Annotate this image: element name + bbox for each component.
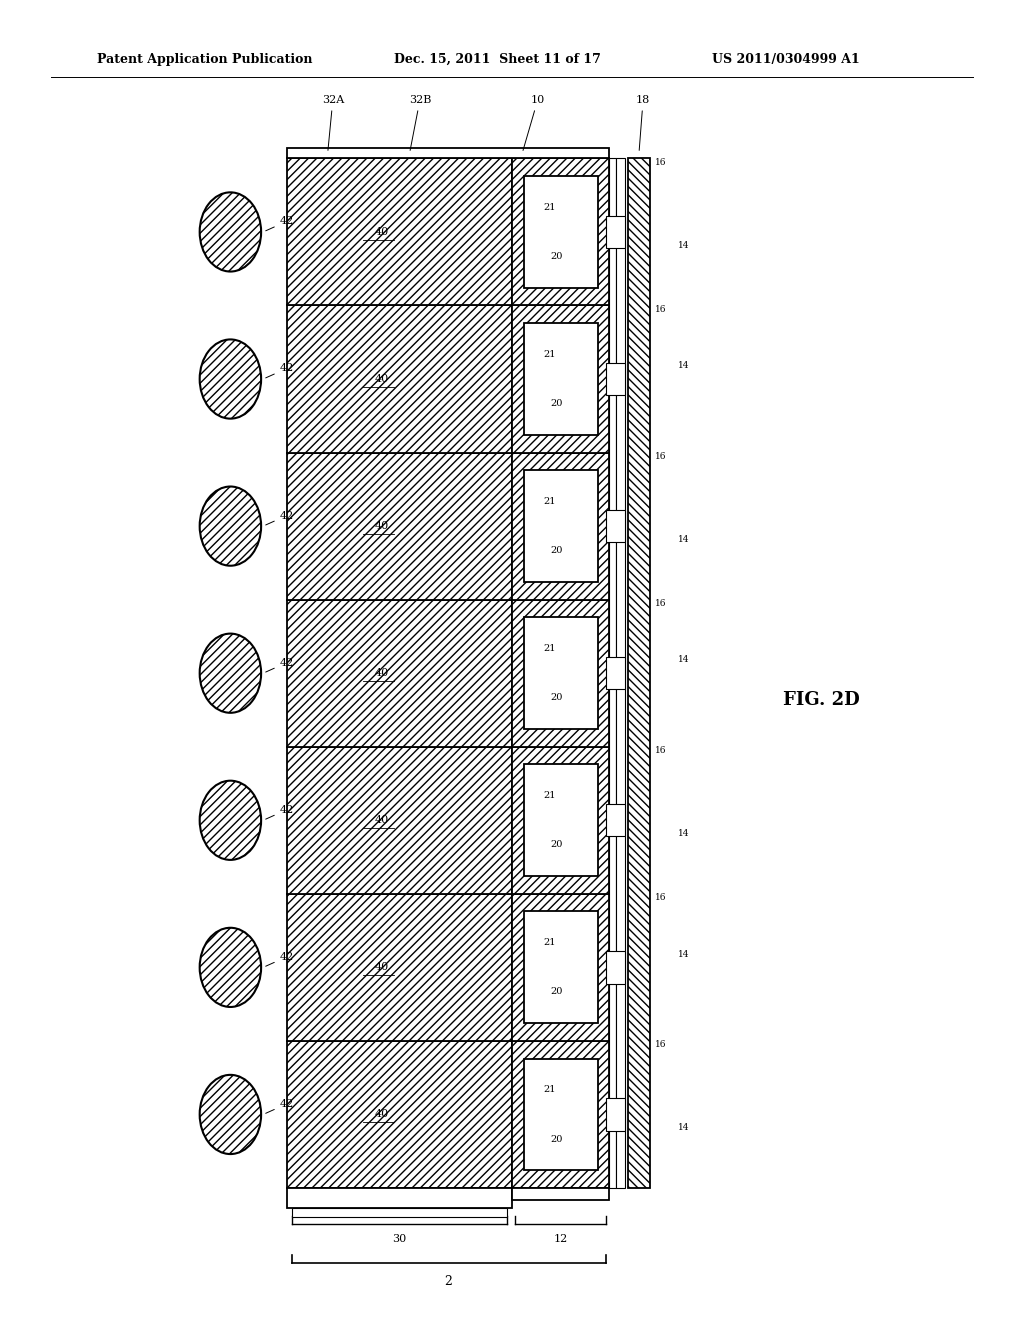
Text: 14: 14 <box>678 1123 689 1133</box>
Text: 40: 40 <box>374 374 388 384</box>
Text: 2: 2 <box>444 1275 452 1288</box>
Text: Patent Application Publication: Patent Application Publication <box>97 53 312 66</box>
Bar <box>512 747 609 894</box>
Bar <box>512 158 609 305</box>
Circle shape <box>200 928 261 1007</box>
Text: 42: 42 <box>265 216 294 231</box>
Bar <box>523 176 598 288</box>
Text: 40: 40 <box>374 521 388 531</box>
Text: 42: 42 <box>265 363 294 378</box>
Text: 42: 42 <box>265 657 294 672</box>
Bar <box>523 470 598 582</box>
Text: 32A: 32A <box>322 95 344 150</box>
Text: 14: 14 <box>678 240 689 249</box>
Bar <box>523 764 598 876</box>
Bar <box>523 912 598 1023</box>
Text: 21: 21 <box>544 1085 556 1094</box>
Text: 40: 40 <box>374 668 388 678</box>
Bar <box>606 510 625 543</box>
Text: 16: 16 <box>655 1040 667 1049</box>
Bar <box>523 323 598 434</box>
Bar <box>287 1041 512 1188</box>
Text: 40: 40 <box>374 227 388 238</box>
Bar <box>523 1059 598 1171</box>
Circle shape <box>200 634 261 713</box>
Text: 21: 21 <box>544 350 556 359</box>
Text: 20: 20 <box>551 693 563 702</box>
Bar <box>512 1188 609 1200</box>
Text: 40: 40 <box>374 1109 388 1119</box>
Text: 14: 14 <box>678 949 689 958</box>
Text: 14: 14 <box>678 535 689 544</box>
Bar <box>287 894 512 1041</box>
Bar <box>512 599 609 747</box>
Circle shape <box>200 339 261 418</box>
Bar <box>523 618 598 729</box>
Bar <box>512 453 609 599</box>
Text: 32B: 32B <box>409 95 431 150</box>
Text: 16: 16 <box>655 746 667 755</box>
Bar <box>609 158 616 1188</box>
Text: 21: 21 <box>544 203 556 211</box>
Text: 14: 14 <box>678 656 689 664</box>
Text: 20: 20 <box>551 1135 563 1143</box>
Text: 12: 12 <box>554 1234 567 1245</box>
Text: 16: 16 <box>655 158 667 166</box>
Text: 30: 30 <box>392 1234 407 1245</box>
Bar <box>287 305 512 453</box>
Bar <box>292 1208 507 1217</box>
Circle shape <box>200 1074 261 1154</box>
Bar <box>606 363 625 395</box>
Text: 21: 21 <box>544 791 556 800</box>
Text: US 2011/0304999 A1: US 2011/0304999 A1 <box>712 53 859 66</box>
Text: 10: 10 <box>523 95 545 150</box>
Text: 21: 21 <box>544 644 556 653</box>
Text: 21: 21 <box>544 498 556 506</box>
Text: 42: 42 <box>265 805 294 820</box>
Bar <box>287 747 512 894</box>
Text: 16: 16 <box>655 599 667 609</box>
Bar <box>287 453 512 599</box>
Text: Dec. 15, 2011  Sheet 11 of 17: Dec. 15, 2011 Sheet 11 of 17 <box>394 53 601 66</box>
Circle shape <box>200 780 261 859</box>
Text: 20: 20 <box>551 987 563 997</box>
Text: 16: 16 <box>655 305 667 314</box>
Bar <box>287 1188 512 1208</box>
Text: 42: 42 <box>265 1098 294 1113</box>
Text: 42: 42 <box>265 952 294 966</box>
Text: 16: 16 <box>655 894 667 903</box>
Bar <box>606 804 625 837</box>
Bar <box>512 894 609 1041</box>
Text: 14: 14 <box>678 829 689 838</box>
Bar <box>606 952 625 983</box>
Bar <box>512 305 609 453</box>
Bar <box>616 158 625 1188</box>
Text: 20: 20 <box>551 399 563 408</box>
Bar <box>606 215 625 248</box>
Circle shape <box>200 487 261 566</box>
Text: 20: 20 <box>551 841 563 849</box>
Text: 14: 14 <box>678 362 689 371</box>
Text: 21: 21 <box>544 939 556 948</box>
Text: 40: 40 <box>374 962 388 973</box>
Circle shape <box>200 193 261 272</box>
Text: 18: 18 <box>636 95 650 150</box>
Bar <box>512 1041 609 1188</box>
Text: FIG. 2D: FIG. 2D <box>783 690 860 709</box>
Bar <box>628 158 650 1188</box>
Text: 16: 16 <box>655 451 667 461</box>
Text: 20: 20 <box>551 252 563 261</box>
Bar <box>287 599 512 747</box>
Bar <box>606 657 625 689</box>
Text: 42: 42 <box>265 511 294 525</box>
Bar <box>287 158 512 305</box>
Bar <box>606 1098 625 1131</box>
Text: 40: 40 <box>374 816 388 825</box>
Bar <box>287 148 609 158</box>
Text: 20: 20 <box>551 546 563 556</box>
